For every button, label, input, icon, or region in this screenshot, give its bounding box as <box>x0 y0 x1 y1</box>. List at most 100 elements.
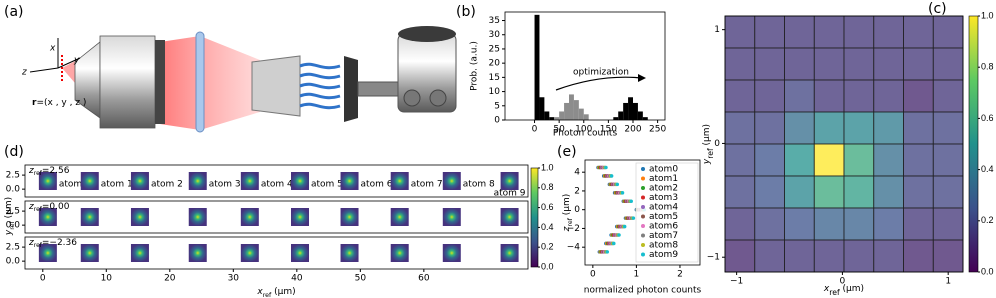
atom-image <box>442 208 461 226</box>
y-tick-label: 0 <box>494 116 500 126</box>
scatter-point <box>615 182 620 187</box>
y-tick-label: 15 <box>489 73 500 83</box>
fiber-block <box>251 55 301 117</box>
x-tick-label: 50 <box>553 125 565 135</box>
legend-marker <box>641 243 645 247</box>
heatmap-cell <box>932 143 964 177</box>
legend-box <box>635 162 699 263</box>
atom-image <box>390 208 409 226</box>
heatmap-cell <box>784 175 815 209</box>
colorbar-tick-label: 0.2 <box>541 242 554 252</box>
label-part: ref <box>34 242 43 249</box>
histogram-bar <box>633 102 638 120</box>
heatmap-cell <box>932 239 964 273</box>
atom-label: atom 5 <box>311 180 343 190</box>
heatmap-cell <box>813 143 845 177</box>
histogram-bar <box>623 102 629 120</box>
x-tick-label: 250 <box>649 125 666 135</box>
heatmap-cell <box>873 143 904 177</box>
heatmap-cell <box>932 175 964 209</box>
heatmap-cell <box>754 47 785 81</box>
annotation-arrow <box>555 76 643 91</box>
legend-marker <box>641 214 645 219</box>
heatmap-cell <box>903 47 934 81</box>
histogram-bar <box>559 111 565 120</box>
y-tick-label: 2.5 <box>6 207 20 217</box>
heatmap-cell <box>843 143 875 177</box>
atom-image <box>500 172 519 190</box>
heatmap-cell <box>873 111 904 145</box>
label-part: ref <box>829 288 840 297</box>
heatmap-cell <box>784 79 815 113</box>
y-axis-label: Prob. (a.u.) <box>470 41 480 91</box>
heatmap-cell <box>843 79 875 113</box>
heatmap-cell <box>843 207 875 241</box>
x-tick-label: 40 <box>291 274 303 284</box>
x-tick-label: 200 <box>624 125 641 135</box>
heatmap-cell <box>754 239 785 273</box>
coordinate-axes <box>29 38 81 73</box>
y-tick-label: 2.5 <box>6 243 20 253</box>
heatmap-cell <box>813 207 845 241</box>
label-part: z <box>28 166 34 176</box>
panel-label: (c) <box>928 1 947 17</box>
atom-image <box>80 244 99 262</box>
x-tick-label: 20 <box>164 274 176 284</box>
heatmap-cell <box>813 15 845 49</box>
y-tick-label: 2.5 <box>6 171 20 181</box>
atom-image <box>390 244 409 262</box>
histogram-bar <box>642 117 648 120</box>
colorbar-tick-label: 0.6 <box>541 202 554 212</box>
label-part: (μm) <box>562 194 572 218</box>
atom-image <box>188 172 207 190</box>
legend-marker <box>641 205 645 209</box>
y-tick-label: 1 <box>714 25 720 35</box>
colorbar-tick-label: 0.2 <box>981 215 994 225</box>
legend-marker <box>641 252 645 257</box>
label-part: ref <box>9 220 16 229</box>
heatmap-cell <box>873 79 904 113</box>
atom-label: atom 9 <box>494 189 526 199</box>
heatmap-cell <box>843 239 875 273</box>
plot-frame <box>24 164 529 198</box>
atom-image <box>442 172 461 190</box>
label-part: =0.00 <box>42 202 70 212</box>
label-part: (μm) <box>840 284 864 294</box>
colorbar-tick-label: 0.0 <box>981 266 994 276</box>
x-tick-label: 0 <box>840 277 846 287</box>
legend-marker <box>641 176 645 181</box>
x-tick-label: 0 <box>40 274 46 284</box>
x-tick-label: −1 <box>730 277 743 287</box>
heatmap-cell <box>903 143 934 177</box>
x-tick-label: 10 <box>101 274 113 284</box>
label-part: ref <box>34 206 43 213</box>
camera-top <box>398 26 456 42</box>
heatmap-cell <box>903 239 934 273</box>
legend-marker <box>641 195 645 200</box>
heatmap-cell <box>724 207 756 241</box>
x-axis-label: xref (μm) <box>256 287 295 298</box>
histogram-bar <box>539 97 545 120</box>
heatmap-cell <box>932 111 964 145</box>
axis-label: z <box>21 68 27 78</box>
y-tick-label: 25 <box>489 44 500 54</box>
atom-image <box>290 208 309 226</box>
heatmap-cell <box>932 47 964 81</box>
y-tick-label: 20 <box>489 59 501 69</box>
heatmap-cell <box>724 111 756 145</box>
legend-marker <box>641 186 645 190</box>
atom-label: atom 8 <box>463 180 495 190</box>
scatter-point <box>605 250 610 254</box>
histogram-bar <box>637 111 643 120</box>
axis-label: x <box>49 44 56 54</box>
heatmap-cell <box>843 47 875 81</box>
heatmap-cell <box>724 15 756 49</box>
histogram-bar <box>534 14 540 121</box>
atom-image <box>38 172 57 190</box>
heatmap-cell <box>873 175 904 209</box>
label-part: ref <box>706 148 715 159</box>
atom-image <box>240 172 259 190</box>
colorbar-tick-label: 0.8 <box>981 62 994 72</box>
position-label: r=(x , y , z ) <box>32 98 86 108</box>
y-tick-label: 4 <box>574 168 580 178</box>
